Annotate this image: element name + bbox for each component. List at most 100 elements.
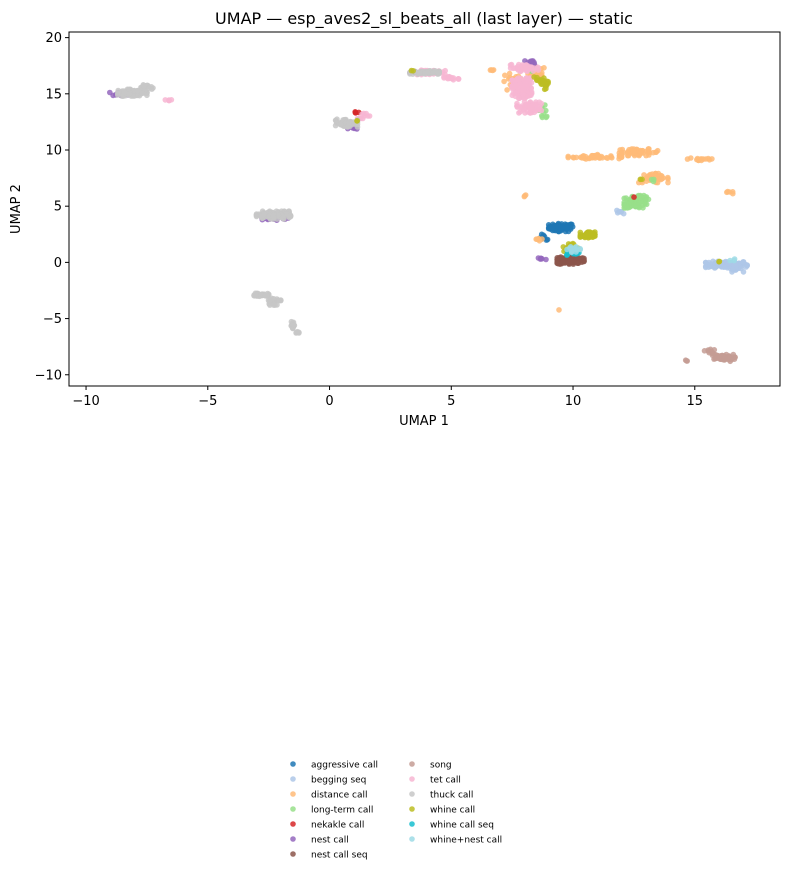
y-tick-label: 10 — [45, 144, 62, 159]
scatter-point — [569, 224, 576, 230]
scatter-point — [276, 297, 282, 304]
scatter-point — [352, 110, 359, 116]
x-axis-ticks: −10 −5 0 5 10 15 — [72, 386, 703, 409]
scatter-point — [264, 292, 270, 299]
scatter-point — [522, 110, 528, 116]
scatter-point — [534, 65, 541, 71]
y-tick-label: 0 — [54, 256, 62, 271]
scatter-point — [121, 89, 128, 96]
legend-item: whine+nest call — [409, 836, 502, 846]
legend-label: aggressive call — [311, 761, 378, 771]
scatter-point — [707, 263, 714, 270]
scatter-point — [706, 349, 712, 356]
legend-item: long-term call — [290, 806, 373, 816]
scatter-point — [588, 232, 595, 238]
scatter-point — [445, 75, 451, 82]
scatter-point — [608, 154, 614, 160]
legend-item: distance call — [290, 791, 367, 801]
scatter-point — [592, 155, 599, 161]
scatter-point — [731, 356, 738, 363]
legend-marker — [409, 836, 415, 842]
scatter-point — [527, 106, 534, 113]
scatter-point — [528, 90, 535, 97]
y-tick-label: −5 — [43, 312, 62, 327]
scatter-point — [577, 246, 584, 253]
legend-label: nest call seq — [311, 851, 368, 861]
scatter-point — [726, 189, 733, 195]
series-whine-nest-call — [564, 244, 738, 264]
scatter-point — [516, 110, 522, 116]
legend-label: distance call — [311, 791, 367, 801]
scatter-point — [532, 107, 539, 113]
scatter-point — [551, 227, 558, 233]
legend-item: tet call — [409, 776, 461, 786]
series-aggressive-call — [537, 220, 576, 243]
y-tick-label: 5 — [54, 200, 62, 215]
scatter-point — [337, 121, 344, 128]
scatter-point — [522, 193, 528, 199]
scatter-point — [509, 92, 515, 99]
scatter-point — [535, 236, 542, 243]
legend-marker — [409, 791, 415, 797]
legend-marker — [290, 791, 296, 797]
scatter-point — [552, 223, 559, 229]
scatter-point — [616, 208, 622, 215]
scatter-point — [501, 78, 507, 85]
scatter-point — [721, 355, 728, 361]
legend-label: whine call — [430, 806, 475, 816]
scatter-point — [738, 265, 744, 272]
scatter-point — [534, 74, 540, 81]
scatter-point — [517, 104, 524, 111]
scatter-point — [596, 155, 603, 161]
legend-marker — [290, 806, 296, 812]
scatter-point — [743, 264, 749, 270]
scatter-point — [146, 85, 153, 91]
y-tick-label: 20 — [45, 31, 62, 46]
scatter-point — [712, 265, 718, 271]
legend-label: tet call — [430, 776, 461, 786]
scatter-point — [570, 154, 576, 161]
scatter-point — [556, 307, 562, 313]
scatter-point — [274, 302, 280, 308]
scatter-point — [731, 256, 738, 262]
scatter-point — [504, 87, 510, 93]
scatter-point — [519, 62, 526, 68]
scatter-point — [568, 247, 575, 254]
x-tick-label: 10 — [565, 394, 582, 409]
legend-label: nekakle call — [311, 821, 364, 831]
scatter-point — [716, 259, 722, 265]
scatter-point — [564, 225, 570, 231]
legend-item: nest call seq — [290, 851, 368, 861]
legend-marker — [409, 761, 415, 767]
scatter-point — [139, 90, 145, 96]
scatter-point — [653, 149, 659, 155]
scatter-point — [490, 67, 497, 73]
scatter-point — [545, 222, 552, 228]
scatter-point — [526, 64, 532, 71]
scatter-point — [574, 260, 581, 266]
scatter-point — [541, 65, 547, 71]
scatter-point — [706, 157, 713, 163]
scatter-point — [114, 92, 121, 98]
scatter-point — [450, 75, 457, 81]
series-nest-call-seq — [554, 253, 587, 267]
x-tick-label: 0 — [325, 394, 333, 409]
scatter-point — [721, 264, 727, 270]
legend-label: long-term call — [311, 806, 373, 816]
scatter-point — [530, 68, 537, 74]
scatter-point — [432, 68, 439, 74]
scatter-point — [643, 175, 650, 182]
legend-label: thuck call — [430, 791, 473, 801]
legend-item: song — [409, 761, 452, 771]
scatter-point — [515, 95, 522, 102]
x-tick-label: 15 — [687, 394, 704, 409]
scatter-point — [632, 202, 639, 209]
scatter-point — [126, 91, 133, 97]
legend-item: nekakle call — [290, 821, 364, 831]
scatter-point — [455, 76, 462, 82]
scatter-point — [631, 148, 637, 154]
scatter-point — [637, 149, 644, 155]
scatter-point — [539, 255, 545, 262]
scatter-point — [267, 296, 274, 303]
legend-item: begging seq — [290, 776, 366, 786]
